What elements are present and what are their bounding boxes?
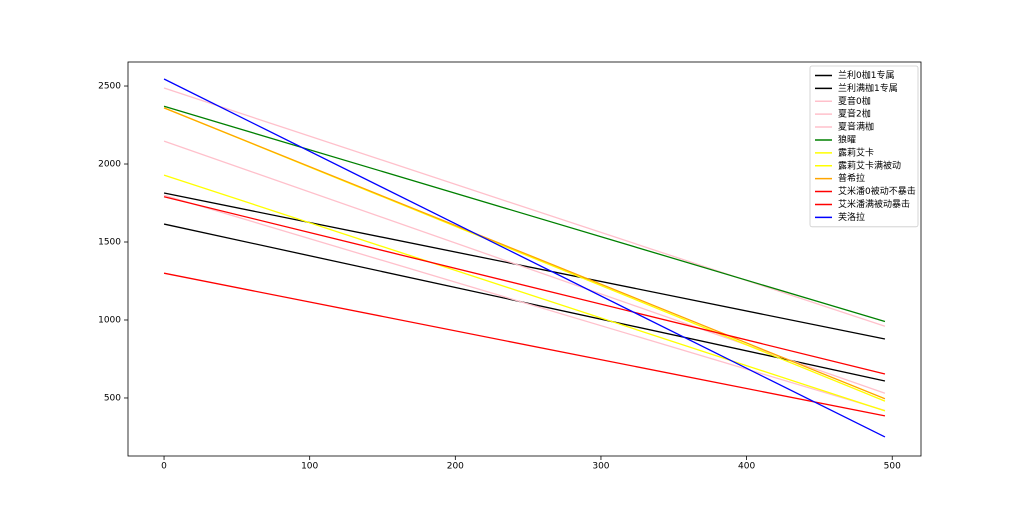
x-tick-label: 500 — [884, 462, 901, 472]
legend-label: 露莉艾卡满被动 — [838, 159, 901, 171]
y-tick-label: 1000 — [98, 315, 121, 325]
legend-label: 夏音0枷 — [838, 95, 871, 107]
y-tick-label: 1500 — [98, 237, 121, 247]
legend-label: 兰利满枷1专属 — [838, 82, 898, 94]
line — [163, 107, 886, 400]
line — [163, 192, 886, 340]
line — [163, 105, 886, 323]
x-tick-label: 400 — [738, 462, 755, 472]
line — [163, 194, 886, 412]
line — [163, 78, 886, 438]
y-tick-label: 2500 — [98, 82, 121, 92]
y-tick-label: 2000 — [98, 160, 121, 170]
legend-label: 兰利0枷1专属 — [838, 69, 894, 81]
x-tick-label: 300 — [592, 462, 609, 472]
legend-label: 普希拉 — [838, 172, 865, 184]
y-tick-label: 500 — [104, 393, 121, 403]
line — [163, 196, 886, 375]
legend-label: 夏音2枷 — [838, 108, 871, 120]
line — [163, 87, 886, 327]
legend-label: 艾米潘0被动不暴击 — [838, 185, 916, 197]
line — [163, 174, 886, 412]
legend-frame — [809, 65, 919, 228]
legend-label: 露莉艾卡 — [838, 146, 874, 158]
legend-label: 狼曜 — [838, 133, 856, 145]
x-tick-label: 200 — [447, 462, 464, 472]
legend-label: 夏音满枷 — [838, 121, 874, 133]
legend-label: 艾米潘满被动暴击 — [838, 198, 910, 210]
x-tick-label: 0 — [161, 462, 167, 472]
legend: 兰利0枷1专属兰利满枷1专属夏音0枷夏音2枷夏音满枷狼曜露莉艾卡露莉艾卡满被动普… — [809, 65, 919, 228]
line — [163, 140, 886, 394]
legend-label: 芙洛拉 — [838, 211, 865, 223]
x-tick-label: 100 — [301, 462, 318, 472]
line — [163, 272, 886, 417]
plot-frame — [127, 61, 922, 457]
